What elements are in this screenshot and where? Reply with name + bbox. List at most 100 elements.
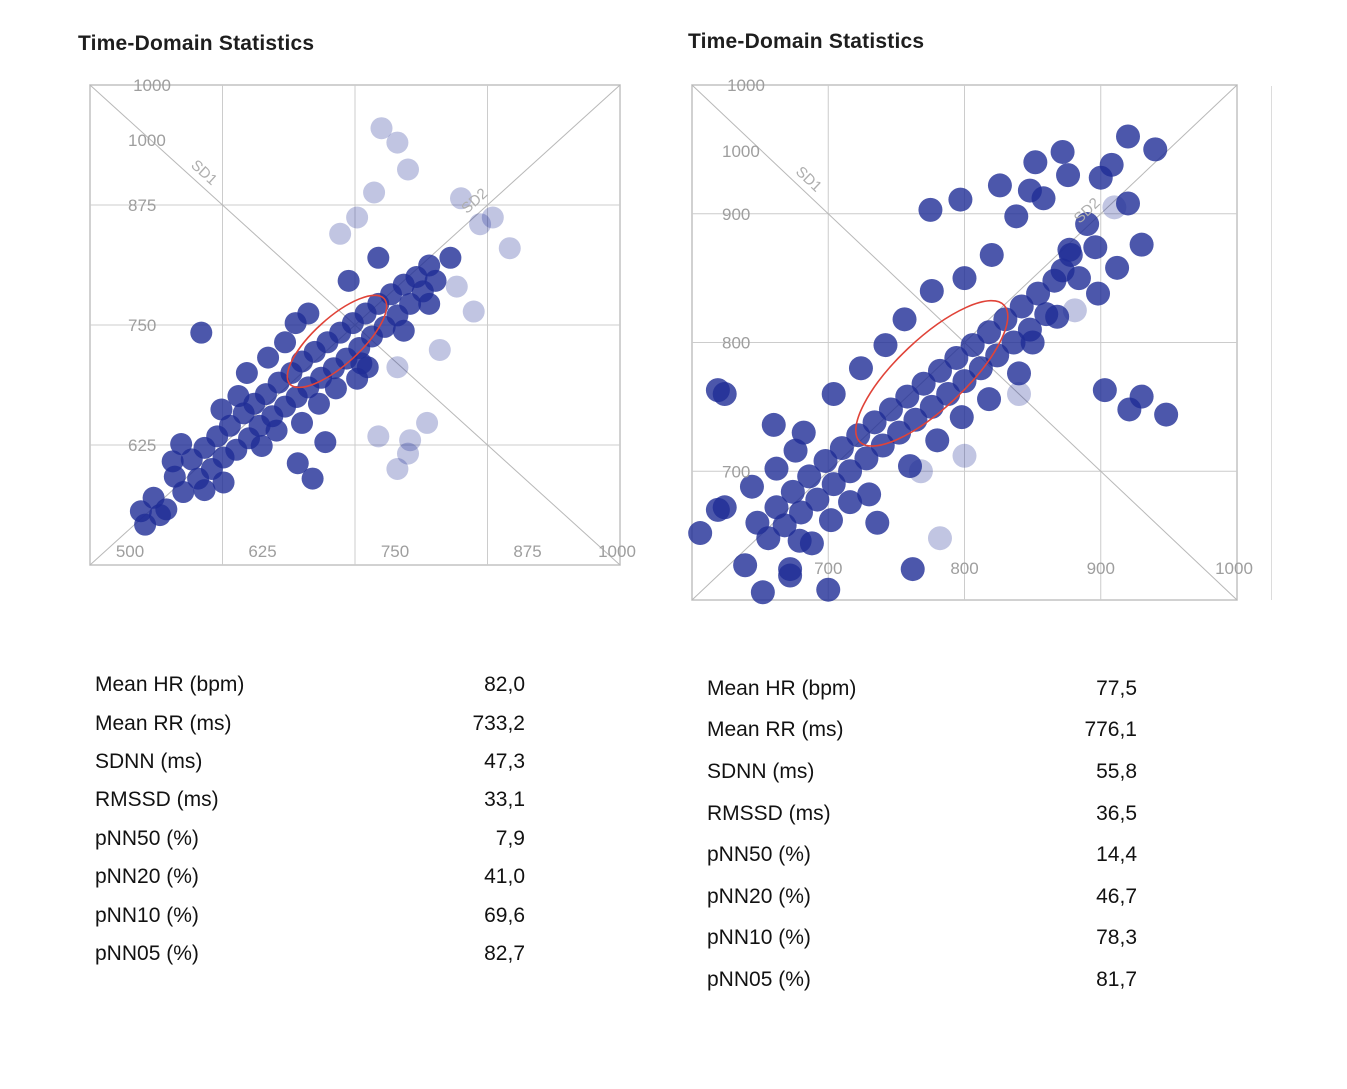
scatter-point [193, 479, 216, 502]
scatter-point [705, 378, 730, 403]
chart-title-left: Time-Domain Statistics [78, 32, 315, 55]
stat-label: RMSSD (ms) [707, 801, 831, 825]
stat-value: 33,1 [484, 788, 525, 812]
scatter-point [257, 346, 280, 369]
scatter-point [250, 434, 273, 457]
x-tick-label: 500 [116, 542, 144, 561]
scatter-point [857, 482, 882, 507]
stat-value: 46,7 [1096, 884, 1137, 908]
scatter-point-faded [370, 117, 393, 140]
scatter-point-faded [386, 458, 409, 480]
scatter-point-faded [498, 237, 521, 260]
y-tick-label: 900 [722, 205, 750, 224]
scatter-point [733, 553, 758, 578]
scatter-point-faded [927, 526, 952, 551]
y-tick-label: 875 [128, 196, 156, 215]
scatter-point [821, 382, 846, 406]
scatter-point [1116, 191, 1140, 216]
scatter-point [1117, 397, 1142, 422]
stat-value: 78,3 [1096, 926, 1137, 950]
scatter-point [898, 454, 922, 479]
scatter-point [772, 513, 797, 538]
scatter-point [1075, 212, 1100, 237]
scatter-point [789, 500, 813, 525]
scatter-point-faded [399, 429, 422, 452]
scatter-point [1099, 152, 1124, 177]
stat-value: 36,5 [1096, 801, 1137, 825]
y-axis-max-label: 1000 [727, 76, 765, 95]
stat-row: Mean HR (bpm) 77,5 [707, 668, 1137, 710]
scatter-point [301, 467, 324, 490]
scatter-point-faded [386, 356, 409, 379]
scatter-point [439, 246, 462, 269]
scatter-point [705, 497, 730, 522]
scatter-point [1066, 266, 1091, 291]
stat-value: 82,0 [484, 673, 525, 697]
scatter-point [873, 333, 898, 358]
stat-row: RMSSD (ms) 36,5 [707, 793, 1137, 835]
scatter-point [816, 577, 841, 602]
scatter-point [367, 246, 390, 269]
scatter-point [1129, 232, 1154, 257]
scatter-point [314, 431, 337, 454]
scatter-point [911, 371, 936, 396]
scatter-point [977, 387, 1002, 412]
stat-row: SDNN (ms) 47,3 [95, 743, 525, 781]
stat-label: pNN05 (%) [95, 941, 199, 965]
scatter-point-faded [428, 338, 451, 361]
scatter-point-faded [462, 300, 485, 323]
y-tick-label: 1000 [722, 142, 760, 161]
scatter-point [1105, 255, 1130, 280]
stat-label: pNN10 (%) [707, 926, 811, 950]
scatter-point-faded [346, 206, 369, 229]
scatter-point [878, 397, 903, 422]
scatter-point [190, 321, 213, 344]
y-tick-label: 750 [128, 316, 156, 335]
scatter-point [1083, 235, 1108, 260]
stat-row: RMSSD (ms) 33,1 [95, 781, 525, 819]
stat-value: 69,6 [484, 903, 525, 927]
scatter-point [993, 307, 1018, 332]
stat-value: 77,5 [1096, 676, 1137, 700]
stat-row: pNN20 (%) 41,0 [95, 858, 525, 896]
stat-value: 7,9 [495, 826, 525, 850]
scatter-point-faded [1007, 382, 1031, 406]
stat-label: RMSSD (ms) [95, 788, 219, 812]
scatter-point [818, 508, 843, 533]
stat-label: Mean RR (ms) [707, 718, 844, 742]
stat-row: pNN05 (%) 82,7 [95, 935, 525, 973]
scatter-point-faded [416, 411, 439, 434]
scatter-point [854, 446, 879, 471]
scatter-point [778, 563, 803, 588]
scatter-point [900, 557, 925, 582]
scatter-point [892, 307, 917, 332]
scatter-point [977, 320, 1002, 345]
stat-value: 776,1 [1084, 718, 1137, 742]
scatter-point [172, 481, 195, 504]
scatter-point [1154, 402, 1179, 427]
scatter-point [887, 420, 912, 445]
scatter-point [418, 292, 441, 315]
scatter-point [688, 521, 713, 546]
stat-label: SDNN (ms) [707, 759, 815, 783]
scatter-point [297, 302, 320, 325]
scatter-point [274, 331, 297, 354]
stat-row: pNN50 (%) 7,9 [95, 820, 525, 858]
scatter-point [210, 398, 233, 421]
scatter-point [761, 412, 786, 437]
stat-label: Mean HR (bpm) [707, 676, 857, 700]
scatter-point [1026, 281, 1051, 306]
stat-value: 733,2 [472, 711, 525, 735]
scatter-point [848, 356, 873, 381]
page-edge-line [1271, 86, 1272, 600]
scatter-point-faded [397, 158, 419, 181]
scatter-point [1086, 281, 1111, 306]
scatter-point [170, 433, 193, 456]
scatter-point-faded [445, 275, 468, 298]
stat-row: pNN10 (%) 78,3 [707, 918, 1137, 960]
scatter-point [1001, 330, 1026, 355]
scatter-point [949, 405, 974, 430]
scatter-point [797, 464, 822, 489]
stats-table-left: Mean HR (bpm) 82,0 Mean RR (ms) 733,2 SDNN (… [95, 666, 525, 973]
